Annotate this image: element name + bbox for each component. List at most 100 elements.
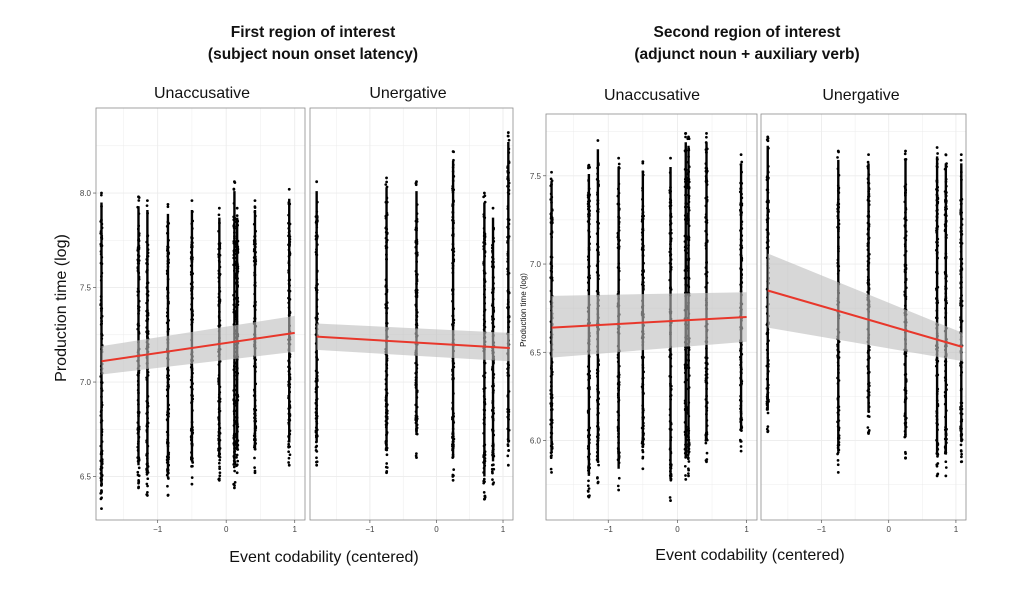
x-tick-label: 0 — [434, 525, 439, 534]
data-point — [385, 453, 389, 457]
data-point — [145, 482, 149, 486]
data-point — [549, 467, 553, 471]
data-point-max — [235, 206, 239, 210]
data-point — [740, 160, 744, 164]
y-tick-label: 8.0 — [80, 189, 92, 198]
data-point-min — [166, 494, 170, 497]
data-point — [686, 456, 690, 460]
data-point — [235, 214, 239, 217]
data-point — [233, 484, 236, 487]
data-point — [232, 187, 236, 191]
data-point — [586, 484, 590, 488]
y-tick-label: 7.5 — [80, 284, 92, 293]
data-point — [506, 444, 510, 448]
data-point — [100, 193, 103, 197]
data-point — [739, 445, 743, 448]
data-point-min — [669, 499, 672, 502]
data-point — [944, 466, 948, 469]
data-point-min — [739, 449, 743, 453]
data-point-max — [315, 180, 319, 184]
y-axis-title: Production time (log) — [53, 234, 70, 382]
data-point — [287, 456, 291, 460]
data-point — [415, 452, 418, 455]
data-point — [384, 183, 388, 186]
y-tick-label: 6.5 — [80, 473, 92, 482]
data-point-min — [415, 456, 418, 460]
data-point-min — [867, 432, 870, 435]
data-point — [944, 460, 948, 464]
data-point — [492, 463, 495, 467]
data-point-min — [959, 460, 963, 464]
data-point — [146, 484, 149, 488]
data-point — [190, 465, 193, 468]
data-point-max — [641, 160, 645, 164]
data-point — [452, 158, 455, 162]
data-point — [99, 497, 103, 501]
data-point — [596, 476, 599, 479]
x-axis-title-left: Event codability (centered) — [229, 549, 418, 566]
data-point-min — [596, 481, 600, 485]
data-point — [587, 479, 590, 483]
data-point — [287, 450, 290, 454]
data-point — [836, 452, 839, 456]
data-point — [597, 463, 600, 467]
data-point-min — [705, 460, 708, 464]
data-point-max — [100, 191, 103, 195]
data-point — [137, 199, 141, 202]
facet-label-right-unaccusative: Unaccusative — [604, 87, 700, 104]
panel-background — [96, 108, 305, 520]
x-tick-label: −1 — [817, 525, 827, 534]
data-point — [705, 458, 709, 461]
data-point — [936, 455, 939, 458]
data-point — [136, 473, 140, 477]
data-point-min — [641, 467, 645, 471]
data-point — [765, 427, 769, 431]
trend-line — [551, 316, 747, 329]
data-point-min — [935, 474, 939, 478]
data-point — [384, 465, 388, 469]
data-point — [684, 474, 687, 477]
x-tick-label: 0 — [886, 525, 891, 534]
data-point — [587, 487, 591, 490]
data-point-max — [766, 135, 770, 139]
data-point-min — [617, 488, 621, 492]
data-point — [959, 158, 963, 162]
x-tick-label: 1 — [744, 525, 749, 534]
data-point — [668, 496, 672, 499]
data-point — [191, 461, 195, 464]
data-point-max — [867, 153, 870, 157]
data-point-max — [587, 163, 591, 167]
data-point-min — [253, 471, 257, 475]
point-column — [836, 149, 841, 474]
data-point — [235, 456, 238, 459]
data-point — [315, 450, 319, 453]
data-point — [166, 205, 170, 209]
confidence-band — [551, 292, 747, 358]
data-point — [866, 160, 870, 164]
facet-label-right-unergative: Unergative — [822, 87, 899, 104]
data-point — [507, 449, 511, 452]
data-point — [253, 466, 256, 469]
data-point-max — [491, 206, 495, 210]
y-tick-label: 7.0 — [80, 378, 92, 387]
data-point-max — [451, 150, 455, 153]
data-point-min — [687, 474, 690, 478]
x-tick-label: −1 — [604, 525, 614, 534]
data-point-max — [687, 135, 690, 139]
data-point — [146, 477, 150, 481]
data-point — [935, 464, 939, 468]
data-point-min — [315, 463, 319, 467]
point-column — [314, 180, 319, 467]
y-tick-label: 6.0 — [530, 437, 542, 446]
panel-border — [545, 113, 758, 521]
data-point — [766, 411, 770, 415]
data-point-max — [959, 153, 963, 157]
data-point — [684, 135, 687, 139]
data-point-min — [451, 478, 455, 482]
data-point — [287, 461, 290, 464]
data-point — [959, 443, 963, 447]
panel-background — [310, 108, 513, 520]
data-point — [904, 452, 907, 456]
data-point — [836, 156, 839, 159]
